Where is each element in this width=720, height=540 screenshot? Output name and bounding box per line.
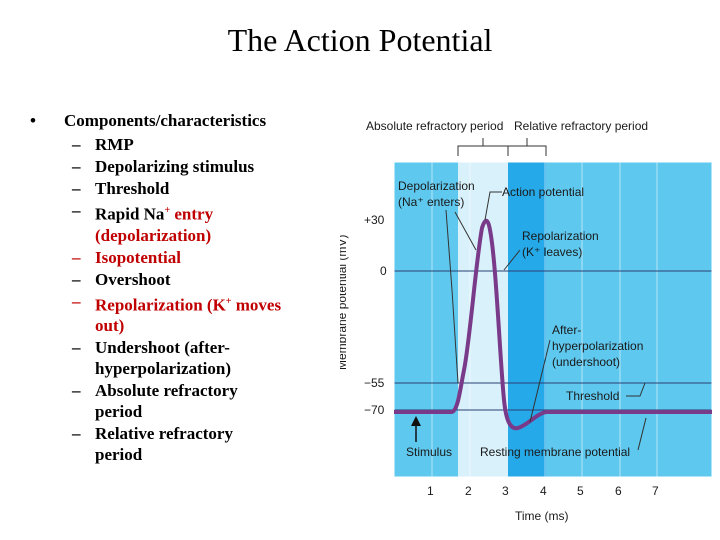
y-axis-label: Membrane potential (mV)	[340, 235, 349, 370]
bullet-depolarizing-stimulus: – Depolarizing stimulus	[72, 157, 255, 176]
bullet-absolute-refractory: – Absolute refractory period	[72, 381, 238, 422]
bullet-text: Isopotential	[95, 247, 181, 267]
plot-background	[394, 162, 712, 477]
bullet-dot-icon: •	[30, 111, 36, 130]
absolute-refractory-label: Absolute refractory period	[366, 119, 503, 133]
relative-refractory-label: Relative refractory period	[514, 119, 648, 133]
repolarization-sublabel: (K⁺ leaves)	[522, 245, 582, 259]
repolarization-pointer	[503, 249, 521, 271]
stimulus-arrowhead-icon	[411, 416, 421, 426]
x-tick-6: 6	[615, 484, 622, 498]
absolute-bracket	[457, 145, 509, 156]
bullet-text: Undershoot (after-	[95, 338, 230, 358]
bullet-text: period	[95, 445, 143, 465]
bullet-rapid-na-entry: – Rapid Na+ entry (depolarization)	[72, 201, 214, 245]
bullet-text: Threshold	[95, 179, 170, 198]
bullet-undershoot: – Undershoot (after-hyperpolarization)	[72, 338, 231, 379]
membrane-potential-trace	[394, 218, 712, 431]
undershoot-sublabel: (undershoot)	[552, 355, 620, 369]
bullet-text: out)	[95, 316, 125, 336]
bullet-components: • Components/characteristics	[30, 110, 330, 131]
action-potential-diagram: Absolute refractory period Relative refr…	[340, 119, 713, 523]
bullet-text: period	[95, 402, 143, 422]
bullet-text: Overshoot	[95, 269, 171, 289]
x-tick-3: 3	[502, 484, 509, 498]
bullet-text: Repolarization (K	[95, 295, 226, 315]
x-tick-2: 2	[465, 484, 472, 498]
bullet-relative-refractory: – Relative refractory period	[72, 424, 233, 465]
plot-border	[393, 161, 713, 478]
y-tick-0: 0	[380, 264, 387, 278]
bullet-text: hyperpolarization)	[95, 359, 231, 379]
bullet-list: • Components/characteristics – RMP – Depol…	[30, 110, 330, 465]
bullet-rmp: – RMP	[72, 135, 134, 154]
bullet-text: Absolute refractory	[95, 381, 238, 401]
bullet-text: Depolarizing stimulus	[95, 157, 255, 176]
action-potential-figure: Absolute refractory period Relative refr…	[340, 100, 720, 540]
depolarization-pointer-2	[454, 211, 477, 251]
threshold-label: Threshold	[566, 389, 619, 403]
slide-title: The Action Potential	[227, 22, 493, 58]
bullet-overshoot: – Overshoot	[72, 269, 171, 289]
bullet-text: (depolarization)	[95, 225, 212, 245]
threshold-pointer	[626, 382, 646, 397]
x-tick-4: 4	[540, 484, 547, 498]
bullet-threshold: – Threshold	[72, 179, 170, 198]
bullet-text: RMP	[95, 135, 134, 154]
x-axis-label: Time (ms)	[515, 509, 569, 523]
bullet-main-text: Components/characteristics	[64, 111, 267, 130]
depolarization-label: Depolarization	[398, 179, 475, 193]
afterhyperpolarization-pointer	[529, 339, 551, 423]
bullet-text: entry	[174, 204, 214, 224]
action-potential-label: Action potential	[502, 185, 584, 199]
bullet-text: Relative refractory	[95, 424, 233, 444]
y-tick-30: +30	[364, 213, 385, 227]
bullet-isopotential: – Isopotential	[72, 247, 181, 267]
bullet-text: Rapid Na	[95, 204, 165, 224]
x-tick-5: 5	[577, 484, 584, 498]
depolarization-pointer	[445, 209, 459, 384]
stimulus-label: Stimulus	[406, 445, 452, 459]
afterhyperpolarization-label: After-	[552, 323, 581, 337]
repolarization-label: Repolarization	[522, 229, 599, 243]
y-tick-minus55: −55	[364, 376, 385, 390]
y-tick-minus70: −70	[364, 403, 385, 417]
depolarization-sublabel: (Na⁺ enters)	[398, 195, 464, 209]
relative-bracket	[507, 145, 547, 156]
x-tick-7: 7	[652, 484, 659, 498]
absolute-refractory-band	[458, 162, 508, 477]
action-potential-pointer	[484, 191, 502, 221]
afterhyperpolarization-sublabel: hyperpolarization	[552, 339, 643, 353]
resting-membrane-potential-label: Resting membrane potential	[480, 445, 630, 459]
x-tick-1: 1	[427, 484, 434, 498]
bullet-repolarization: – Repolarization (K+ moves out)	[72, 291, 282, 336]
rmp-pointer	[637, 417, 647, 451]
bullet-text: moves	[235, 295, 282, 315]
